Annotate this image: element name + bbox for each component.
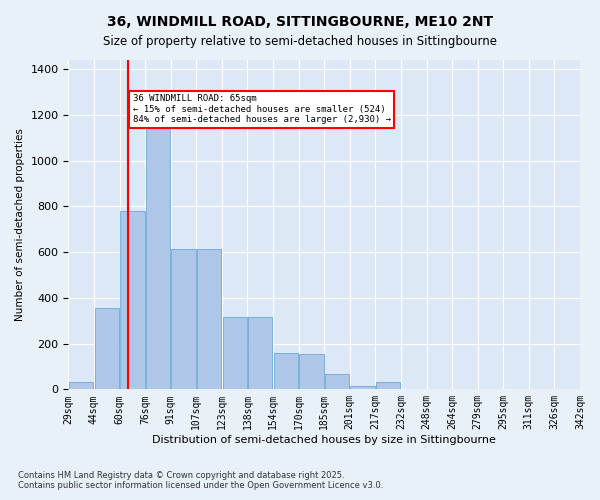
Bar	[248, 318, 272, 390]
Text: Contains HM Land Registry data © Crown copyright and database right 2025.
Contai: Contains HM Land Registry data © Crown c…	[18, 470, 383, 490]
Y-axis label: Number of semi-detached properties: Number of semi-detached properties	[15, 128, 25, 321]
Bar	[146, 128, 170, 390]
Bar	[350, 386, 375, 390]
Bar	[325, 374, 349, 390]
Text: 36 WINDMILL ROAD: 65sqm
← 15% of semi-detached houses are smaller (524)
84% of s: 36 WINDMILL ROAD: 65sqm ← 15% of semi-de…	[133, 94, 391, 124]
Text: 36, WINDMILL ROAD, SITTINGBOURNE, ME10 2NT: 36, WINDMILL ROAD, SITTINGBOURNE, ME10 2…	[107, 15, 493, 29]
Bar	[69, 382, 94, 390]
Bar	[120, 211, 145, 390]
Bar	[223, 318, 247, 390]
Bar	[172, 248, 196, 390]
Bar	[95, 308, 119, 390]
Bar	[274, 352, 298, 390]
Bar	[376, 382, 400, 390]
Bar	[197, 248, 221, 390]
X-axis label: Distribution of semi-detached houses by size in Sittingbourne: Distribution of semi-detached houses by …	[152, 435, 496, 445]
Text: Size of property relative to semi-detached houses in Sittingbourne: Size of property relative to semi-detach…	[103, 35, 497, 48]
Bar	[299, 354, 323, 390]
